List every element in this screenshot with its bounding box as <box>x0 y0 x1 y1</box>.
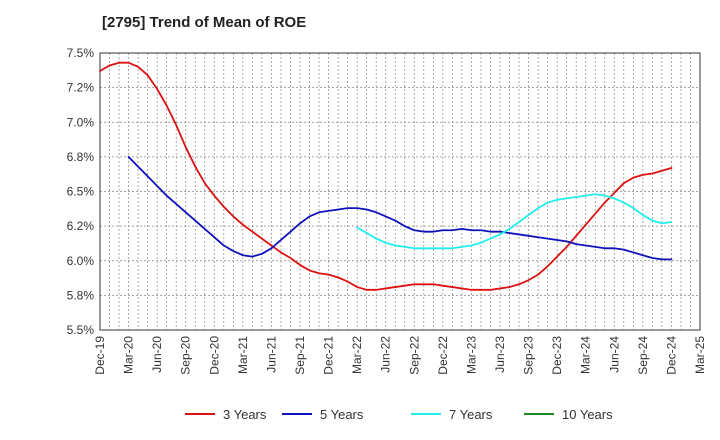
x-tick-label: Mar-23 <box>464 336 478 374</box>
y-tick-label: 6.8% <box>67 150 95 164</box>
chart-title: [2795] Trend of Mean of ROE <box>102 14 307 31</box>
y-tick-label: 6.2% <box>67 219 95 233</box>
x-tick-label: Sep-23 <box>522 336 536 375</box>
x-tick-label: Sep-21 <box>293 336 307 375</box>
x-tick-label: Jun-23 <box>493 336 507 373</box>
x-tick-label: Mar-24 <box>579 336 593 374</box>
series-line-7-years <box>356 193 673 250</box>
x-tick-label: Dec-21 <box>322 336 336 375</box>
x-tick-label: Jun-22 <box>379 336 393 373</box>
x-tick-label: Dec-19 <box>93 336 107 375</box>
y-tick-label: 5.5% <box>67 323 95 337</box>
legend-label: 3 Years <box>223 407 267 422</box>
series-line-3-years <box>99 61 673 291</box>
x-tick-label: Sep-24 <box>636 336 650 375</box>
x-tick-label: Mar-22 <box>350 336 364 374</box>
y-tick-label: 6.0% <box>67 254 95 268</box>
plot-border <box>99 52 701 331</box>
x-tick-label: Dec-22 <box>436 336 450 375</box>
x-tick-label: Jun-21 <box>264 336 278 373</box>
legend-label: 5 Years <box>320 407 364 422</box>
y-tick-label: 7.5% <box>67 46 95 60</box>
x-tick-label: Jun-20 <box>150 336 164 373</box>
x-tick-label: Jun-24 <box>607 336 621 373</box>
y-tick-label: 7.0% <box>67 115 95 129</box>
x-tick-label: Dec-20 <box>207 336 221 375</box>
series-line-5-years <box>127 155 673 261</box>
x-tick-label: Mar-20 <box>122 336 136 374</box>
y-tick-label: 7.2% <box>67 81 95 95</box>
x-tick-label: Dec-24 <box>664 336 678 375</box>
x-tick-label: Mar-21 <box>236 336 250 374</box>
y-tick-label: 6.5% <box>67 185 95 199</box>
y-tick-label: 5.8% <box>67 288 95 302</box>
x-tick-label: Dec-23 <box>550 336 564 375</box>
x-tick-label: Sep-22 <box>407 336 421 375</box>
legend-label: 7 Years <box>449 407 493 422</box>
legend-label: 10 Years <box>562 407 613 422</box>
x-tick-label: Sep-20 <box>179 336 193 375</box>
x-tick-label: Mar-25 <box>693 336 707 374</box>
